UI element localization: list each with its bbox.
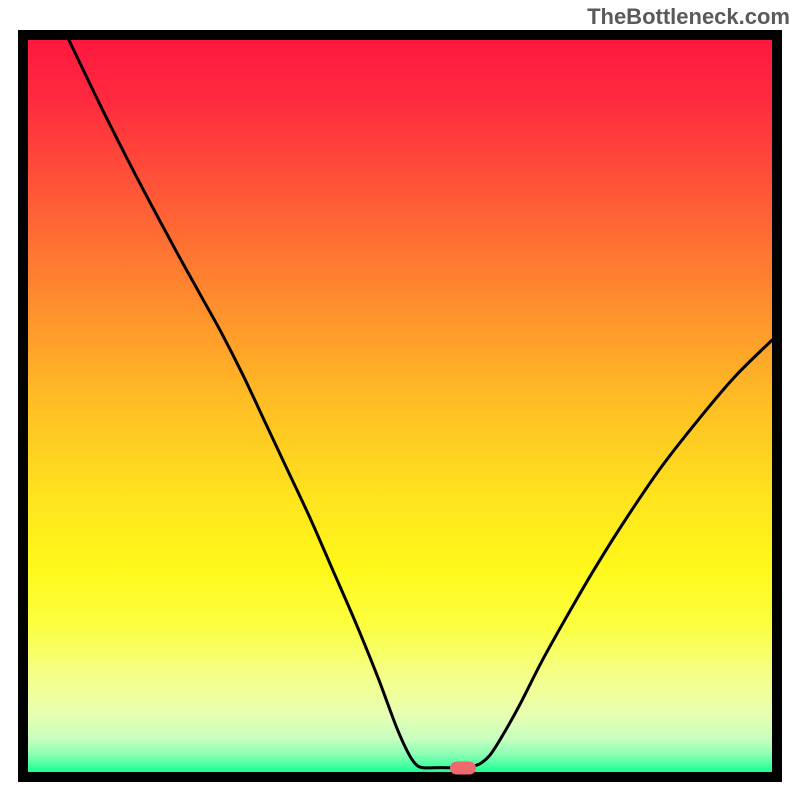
- bottleneck-curve: [28, 40, 772, 772]
- bottleneck-chart: TheBottleneck.com: [0, 0, 800, 800]
- optimum-marker: [450, 761, 476, 774]
- curve-path: [69, 40, 772, 768]
- watermark-text: TheBottleneck.com: [587, 4, 790, 30]
- plot-area: [18, 30, 782, 782]
